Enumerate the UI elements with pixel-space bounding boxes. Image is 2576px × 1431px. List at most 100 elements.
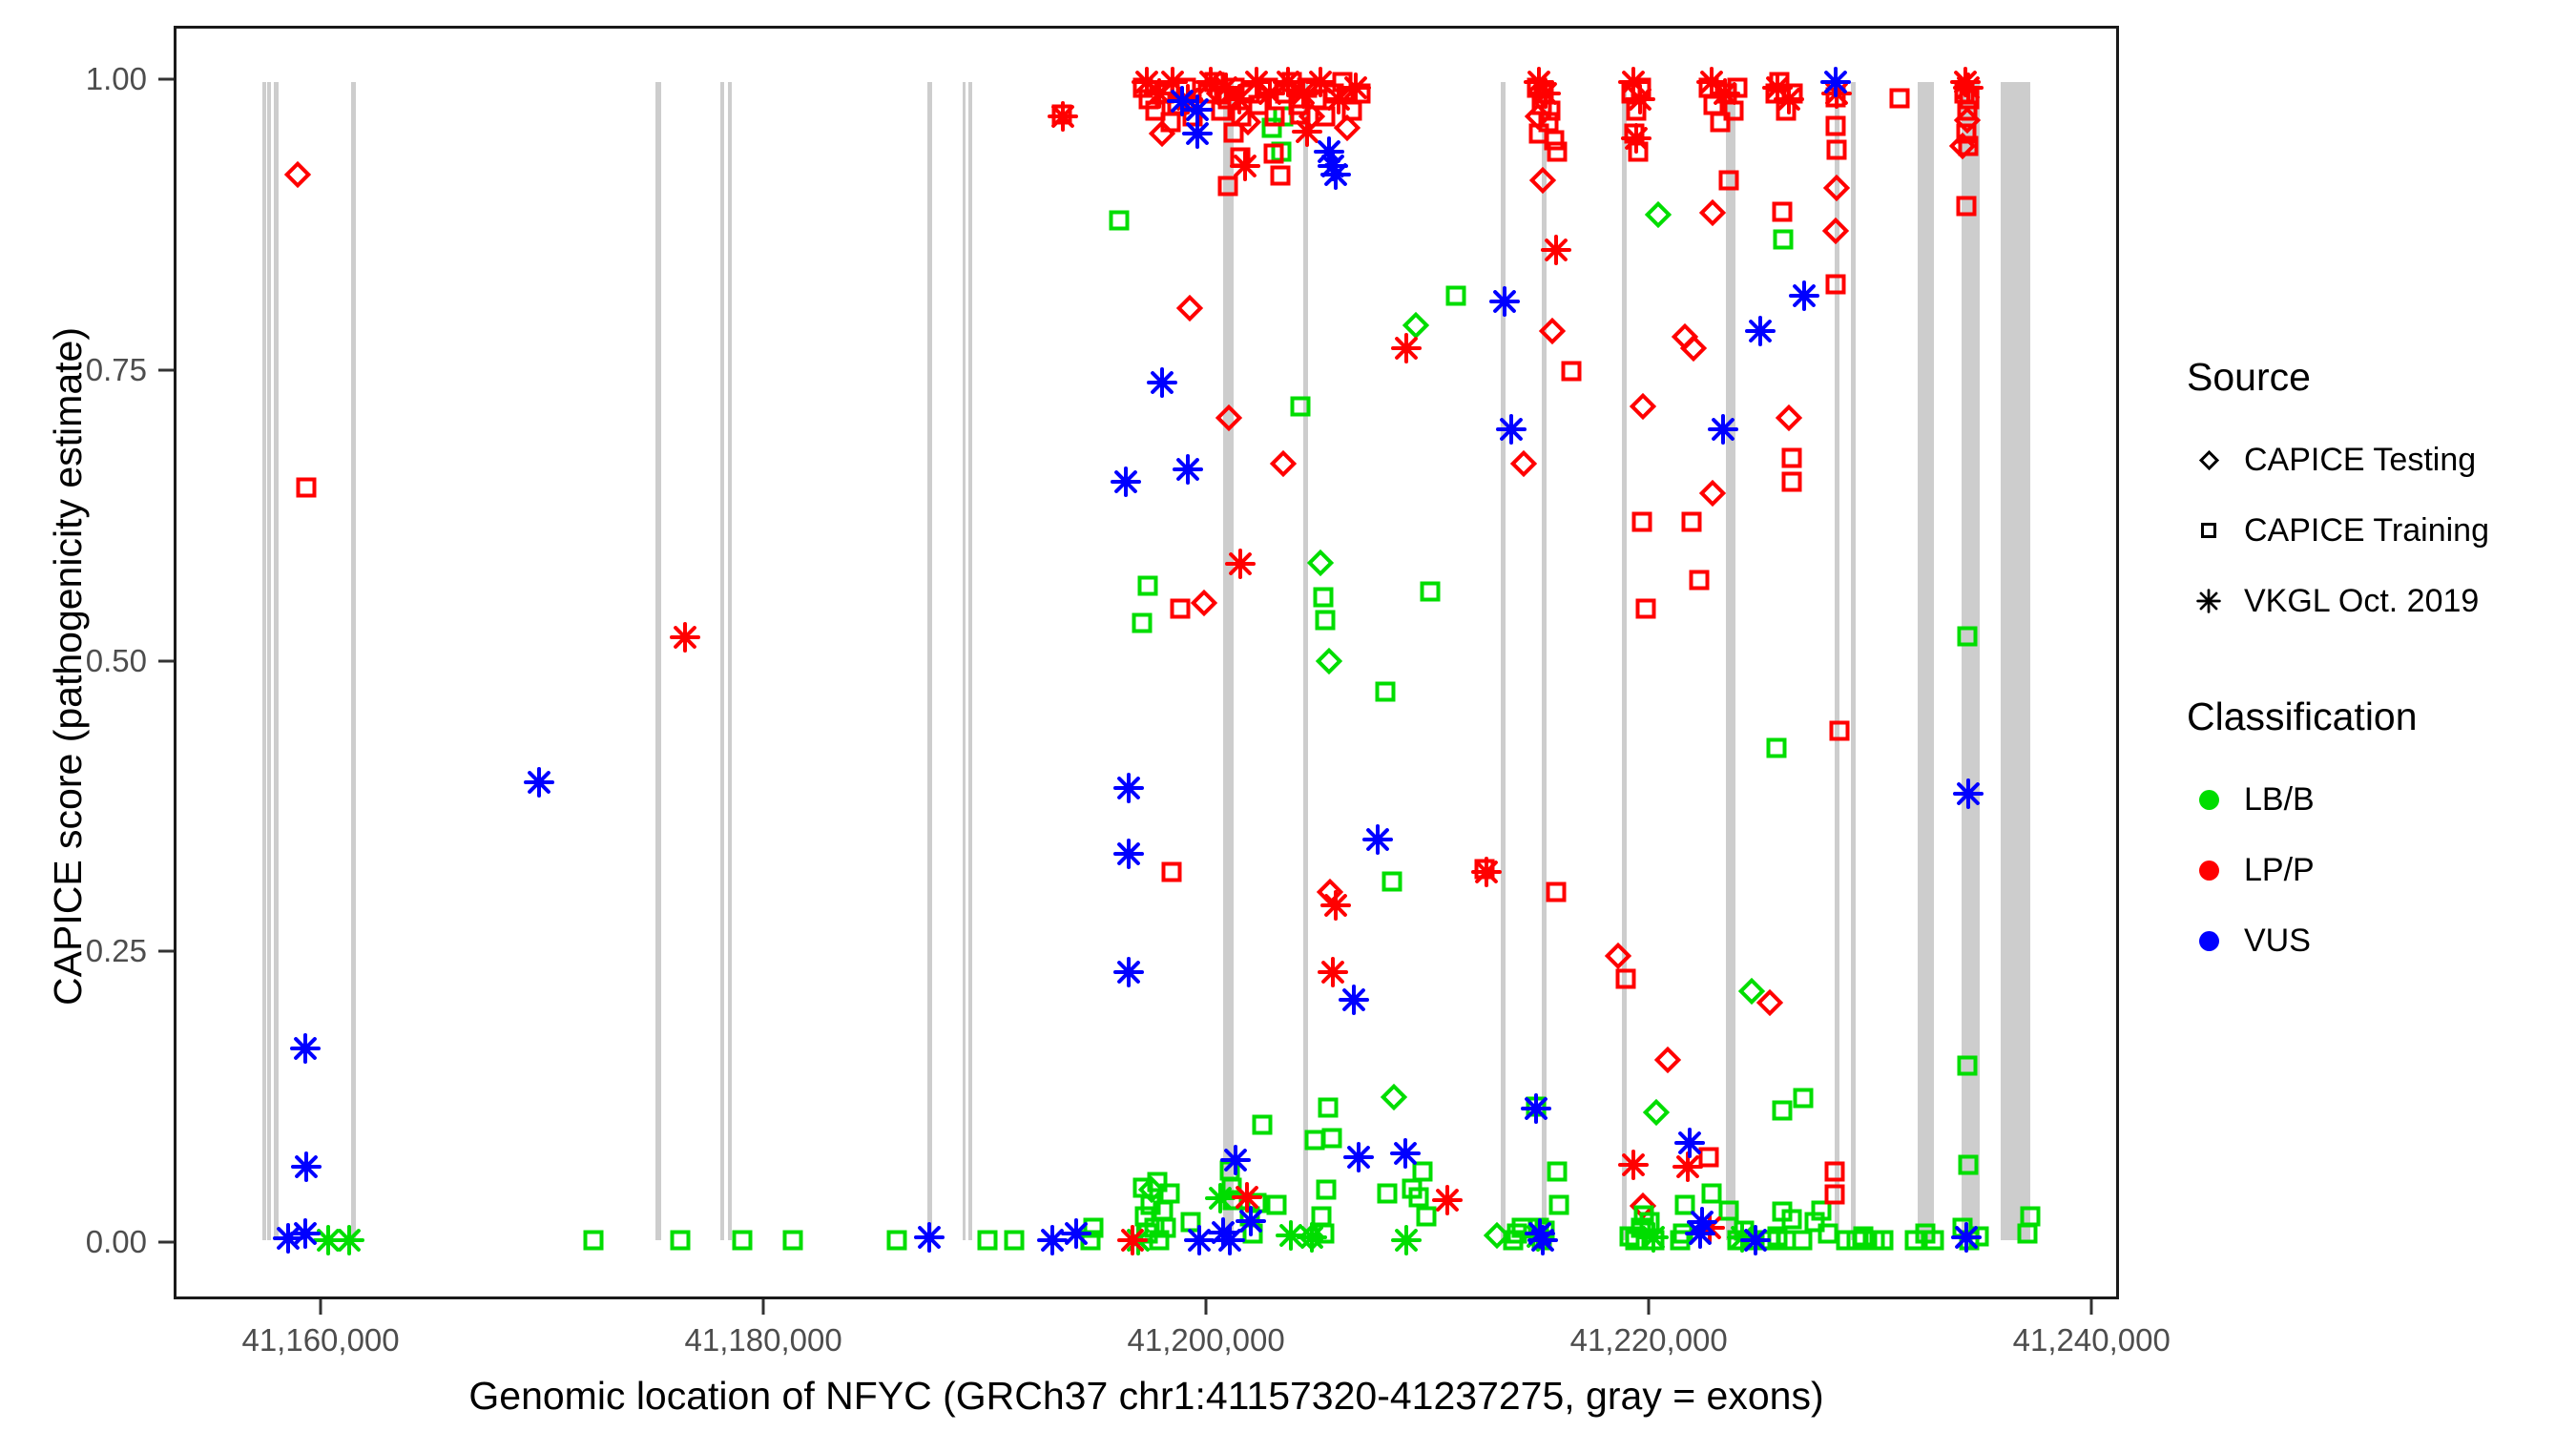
data-point (1315, 106, 1336, 127)
data-point (1113, 839, 1145, 870)
data-point (583, 1230, 604, 1251)
data-point (1109, 210, 1130, 231)
data-point (1631, 511, 1652, 532)
data-point (1923, 1230, 1944, 1251)
data-point (1140, 1194, 1161, 1215)
data-point (1826, 139, 1847, 160)
data-point (1718, 1200, 1739, 1221)
data-point (1625, 1230, 1646, 1251)
data-point (1381, 871, 1402, 892)
data-point (1781, 471, 1802, 492)
data-point (1956, 123, 1977, 144)
data-point (1416, 1206, 1437, 1227)
data-point (1520, 1093, 1551, 1125)
legend-item-label: VKGL Oct. 2019 (2244, 582, 2480, 619)
data-point (1701, 1183, 1722, 1204)
exon-band (1917, 81, 1934, 1240)
data-point (1252, 1114, 1273, 1135)
exon-band (967, 81, 972, 1240)
data-point (1624, 84, 1655, 115)
data-point (1048, 101, 1079, 133)
x-tick-label: 41,200,000 (1127, 1322, 1285, 1358)
data-point (1792, 1230, 1813, 1251)
x-tick-mark (2089, 1299, 2093, 1315)
data-point (1223, 122, 1244, 143)
data-point (1825, 115, 1846, 136)
data-point (1617, 1149, 1649, 1180)
data-point (1824, 1161, 1845, 1182)
x-tick-label: 41,220,000 (1569, 1322, 1728, 1358)
data-point (1272, 66, 1303, 97)
data-point (1113, 773, 1145, 804)
data-point (1377, 1183, 1398, 1204)
circle-icon (2187, 789, 2231, 810)
legend-item: LP/P (2187, 835, 2568, 905)
data-point (1215, 404, 1242, 431)
legend-source: Source CAPICE Testing CAPICE Training VKGL… (2187, 355, 2568, 636)
data-point (1615, 968, 1635, 989)
y-tick-label: 1.00 (85, 61, 147, 97)
data-point (1821, 218, 1850, 245)
data-point (1957, 1055, 1978, 1076)
data-point (1654, 1047, 1682, 1074)
data-point (1496, 413, 1527, 445)
exon-band (1834, 81, 1839, 1240)
data-point (1255, 77, 1286, 109)
legend-classification-title: Classification (2187, 695, 2418, 738)
data-point (290, 1218, 322, 1250)
y-tick-mark (158, 368, 174, 372)
data-point (1546, 881, 1567, 902)
data-point (1321, 1128, 1342, 1149)
data-point (1819, 66, 1851, 97)
y-tick-mark (158, 1240, 174, 1244)
data-point (1766, 737, 1786, 758)
data-point (1083, 1217, 1104, 1238)
data-point (1781, 1209, 1802, 1230)
data-point (1745, 315, 1776, 346)
exon-band (1850, 81, 1856, 1240)
data-point (1381, 1084, 1408, 1111)
data-point (1772, 201, 1793, 222)
exon-band (261, 81, 266, 1240)
data-point (1161, 861, 1182, 882)
legend-item-label: VUS (2244, 922, 2311, 959)
data-point (1445, 285, 1466, 306)
data-point (1297, 1222, 1327, 1254)
data-point (977, 1230, 998, 1251)
data-point (1950, 1222, 1982, 1254)
data-point (1699, 479, 1727, 507)
data-point (886, 1230, 907, 1251)
y-tick-mark (158, 659, 174, 663)
data-point (670, 622, 701, 653)
data-point (1391, 1224, 1423, 1255)
y-axis-title: CAPICE score (pathogenicity estimate) (46, 327, 90, 1006)
data-point (1305, 66, 1337, 97)
data-point (1527, 1224, 1558, 1255)
data-point (1470, 856, 1502, 887)
exon-band (962, 81, 966, 1240)
data-point (1958, 135, 1979, 156)
data-point (1672, 1151, 1704, 1183)
exon-band (1726, 81, 1736, 1240)
data-point (1342, 1142, 1374, 1173)
data-point (1873, 1230, 1894, 1251)
legend-item-label: LP/P (2244, 851, 2315, 888)
data-point (1825, 274, 1846, 295)
legend-source-items: CAPICE Testing CAPICE Training VKGL Oct. 2… (2187, 425, 2568, 636)
data-point (1561, 361, 1582, 382)
data-point (1547, 141, 1568, 162)
data-point (1530, 77, 1562, 109)
data-point (1853, 1226, 1874, 1247)
data-point (1261, 117, 1282, 138)
x-tick-mark (1204, 1299, 1208, 1315)
legend-item-label: LB/B (2244, 780, 2315, 818)
exon-band (1621, 81, 1627, 1240)
data-point (1957, 626, 1978, 647)
data-point (1775, 404, 1803, 431)
data-point (1317, 957, 1348, 988)
data-point (1215, 1224, 1246, 1255)
y-tick-label: 0.00 (85, 1224, 147, 1260)
y-tick-mark (158, 949, 174, 953)
x-tick-label: 41,180,000 (684, 1322, 842, 1358)
circle-icon (2187, 930, 2231, 951)
